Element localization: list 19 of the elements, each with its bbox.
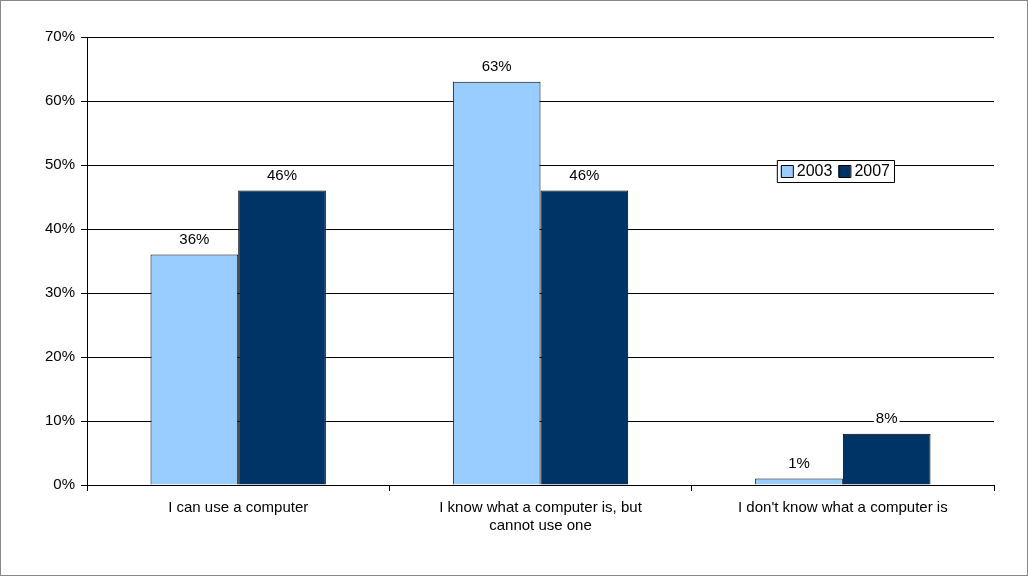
y-tick-label: 70% xyxy=(44,27,76,45)
y-tick-label: 20% xyxy=(44,347,76,365)
data-label: 63% xyxy=(481,57,512,75)
legend-label: 2003 xyxy=(796,162,833,180)
x-tick-label: I can use a computer xyxy=(168,498,309,516)
data-label: 1% xyxy=(788,454,810,472)
x-tick-label: I know what a computer is, but cannot use one xyxy=(439,498,643,534)
data-label: 8% xyxy=(875,409,898,427)
data-label: 36% xyxy=(179,230,210,248)
data-label: 46% xyxy=(569,166,600,184)
y-tick-label: 10% xyxy=(44,411,76,429)
legend-label: 2007 xyxy=(854,162,891,180)
data-label: 46% xyxy=(267,166,298,184)
x-tick-label: I don't know what a computer is xyxy=(738,498,948,516)
y-tick-label: 40% xyxy=(44,219,76,237)
y-tick-label: 0% xyxy=(53,475,76,493)
y-tick-label: 60% xyxy=(44,91,76,109)
y-tick-label: 50% xyxy=(44,155,76,173)
y-tick-label: 30% xyxy=(44,283,76,301)
